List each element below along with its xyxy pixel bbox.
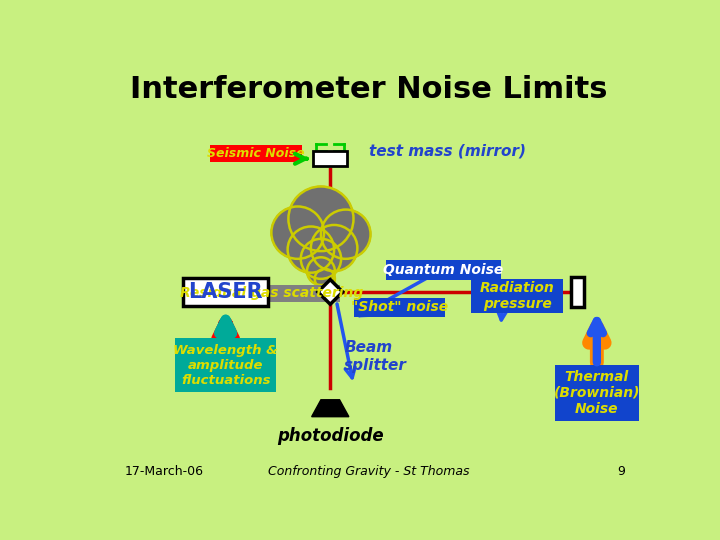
Text: Beam
splitter: Beam splitter [344,340,407,373]
Bar [210,145,302,162]
Text: test mass (mirror): test mass (mirror) [369,144,526,159]
Text: Interferometer Noise Limits: Interferometer Noise Limits [130,75,608,104]
Text: Wavelength &
amplitude
fluctuations: Wavelength & amplitude fluctuations [174,343,278,387]
Bar [313,151,347,166]
Polygon shape [312,400,349,417]
Bar [175,338,276,392]
Text: Residual gas scattering: Residual gas scattering [180,287,363,300]
Bar [183,278,269,306]
Text: Thermal
(Brownian)
Noise: Thermal (Brownian) Noise [554,369,640,416]
Text: photodiode: photodiode [277,428,384,445]
Text: Radiation
pressure: Radiation pressure [480,281,554,311]
Text: 9: 9 [617,465,625,478]
Bar [202,285,341,302]
Circle shape [271,206,324,259]
Text: Confronting Gravity - St Thomas: Confronting Gravity - St Thomas [269,465,469,478]
Circle shape [301,239,341,279]
Bar [570,276,585,307]
Circle shape [315,269,335,289]
Text: Seismic Noise: Seismic Noise [207,147,305,160]
Bar [386,260,500,280]
Circle shape [311,225,357,271]
Bar [555,365,639,421]
Text: 17-March-06: 17-March-06 [125,465,204,478]
Circle shape [321,210,371,259]
Bar [472,279,563,313]
Text: Quantum Noise: Quantum Noise [383,262,503,276]
Circle shape [307,257,335,285]
Circle shape [287,226,334,273]
Text: LASER: LASER [189,282,263,302]
Bar [354,298,445,316]
Text: "Shot" noise: "Shot" noise [351,300,448,314]
Circle shape [289,186,354,251]
Polygon shape [318,280,343,304]
